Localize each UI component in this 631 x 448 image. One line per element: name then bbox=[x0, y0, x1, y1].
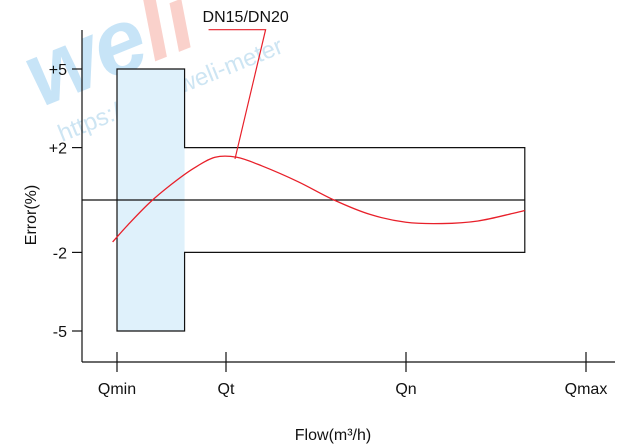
annotation-leader-line bbox=[208, 29, 267, 160]
y-tick-label: -2 bbox=[53, 245, 67, 262]
y-tick-label: -5 bbox=[53, 324, 67, 341]
x-axis-label: Flow(m³/h) bbox=[295, 427, 371, 444]
y-tick-label: +5 bbox=[49, 62, 67, 79]
x-tick-label: Qmin bbox=[98, 381, 136, 398]
plot-area: DN15/DN20 bbox=[82, 9, 526, 332]
error-limit-outline bbox=[116, 68, 526, 332]
series-curve-0 bbox=[112, 155, 525, 243]
x-tick-label: Qmax bbox=[565, 381, 608, 398]
x-tick-label: Qn bbox=[395, 381, 416, 398]
axes: +5 +2 -2 -5 Qmin Qt Qn Qmax bbox=[49, 30, 615, 398]
x-tick-label: Qt bbox=[218, 381, 235, 398]
annotation-label: DN15/DN20 bbox=[203, 9, 289, 26]
y-tick-label: +2 bbox=[49, 141, 67, 158]
y-axis-label: Error(%) bbox=[23, 185, 40, 245]
